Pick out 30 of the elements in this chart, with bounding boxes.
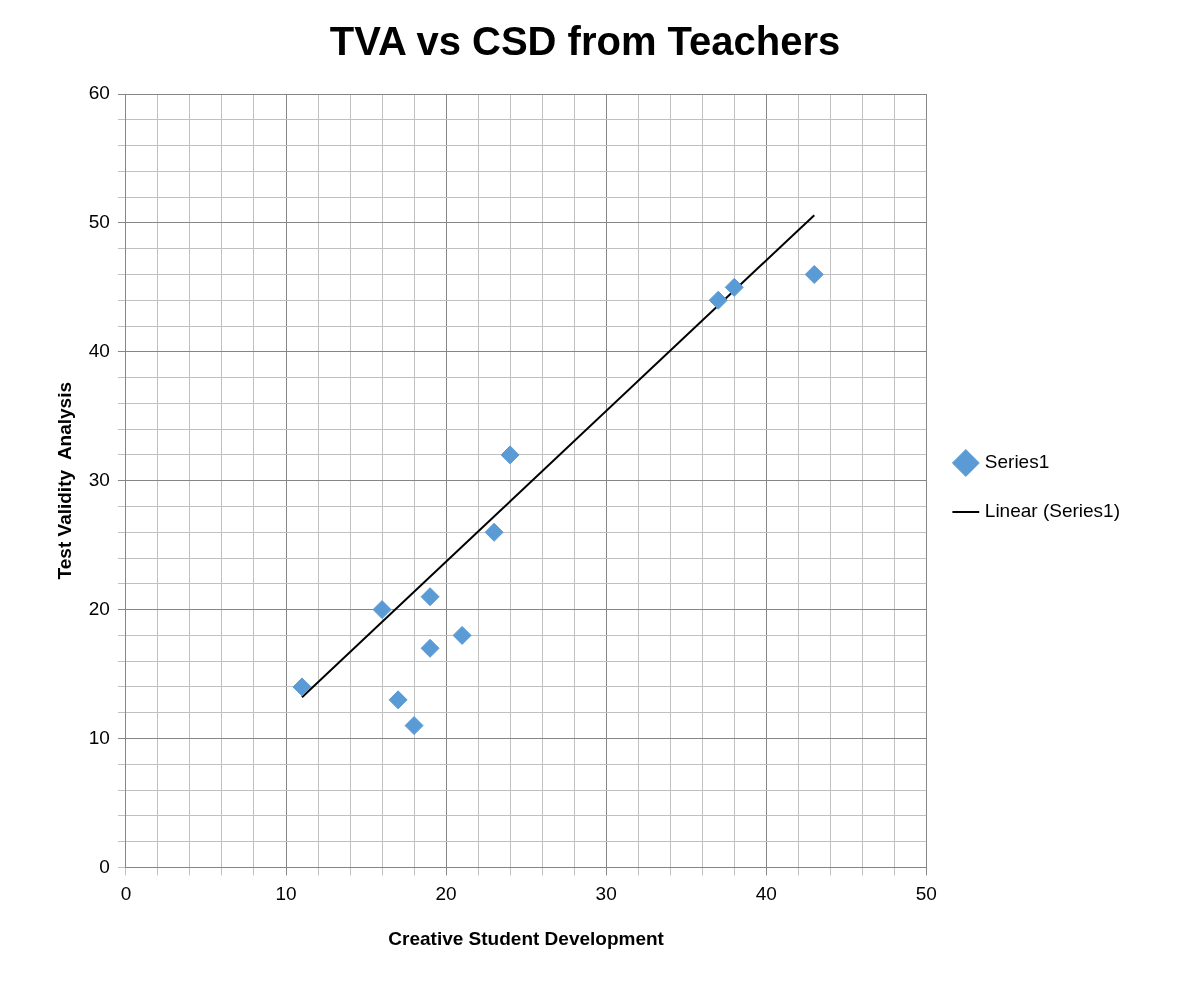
y-tick-label: 60 <box>88 82 110 104</box>
point <box>500 445 520 465</box>
y-tick-label: 50 <box>88 211 110 233</box>
y-tick-label: 0 <box>99 855 110 877</box>
x-tick-label: 50 <box>915 883 937 905</box>
y-tick-label: 30 <box>88 468 110 490</box>
legend-label: Linear (Series1) <box>984 500 1120 522</box>
x-tick-label: 40 <box>755 883 777 905</box>
x-tick-label: 20 <box>435 883 457 905</box>
point <box>372 600 392 620</box>
point <box>404 716 424 736</box>
point <box>452 625 472 645</box>
y-tick-label: 40 <box>88 340 110 362</box>
x-axis-title: Creative Student Development <box>388 927 665 949</box>
point <box>804 264 824 284</box>
y-axis-title: Test Validity Analysis <box>53 381 75 580</box>
point <box>484 522 504 542</box>
x-tick-label: 30 <box>595 883 617 905</box>
point <box>292 677 312 697</box>
point <box>420 638 440 658</box>
point <box>420 587 440 607</box>
legend-label: Series1 <box>984 451 1050 473</box>
point <box>724 277 744 297</box>
y-tick-label: 10 <box>88 726 110 748</box>
x-tick-label: 10 <box>275 883 297 905</box>
point <box>708 290 728 310</box>
x-tick-label: 0 <box>120 883 132 905</box>
chart-title: TVA vs CSD from Teachers <box>329 19 841 64</box>
y-tick-label: 20 <box>88 597 110 619</box>
point <box>388 690 408 710</box>
